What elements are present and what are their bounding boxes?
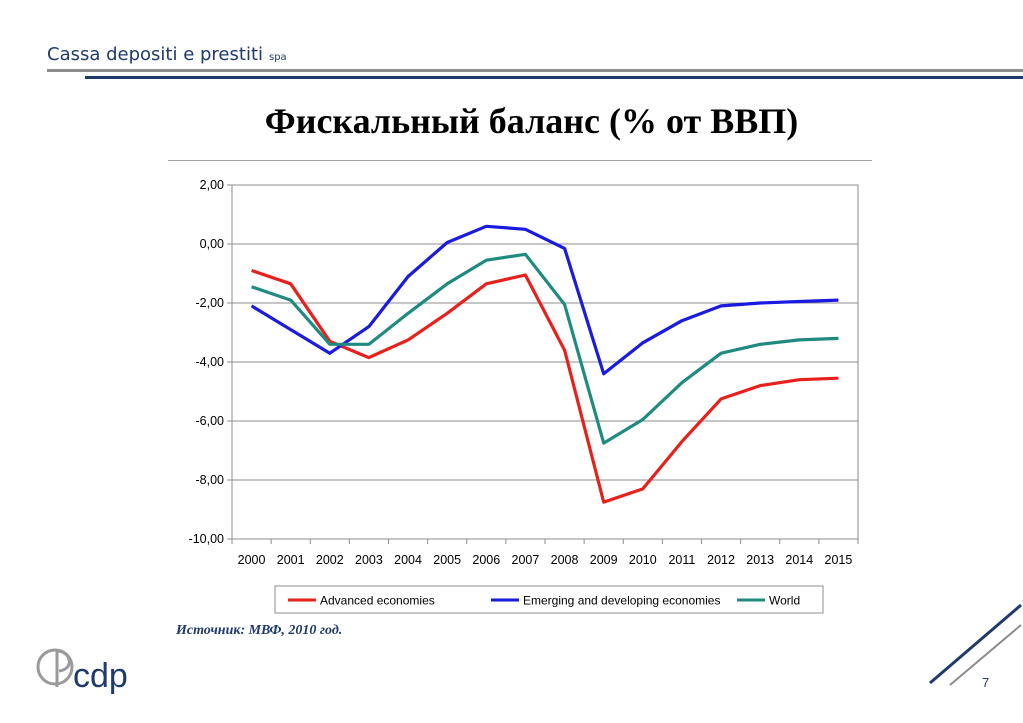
header-rule-navy bbox=[85, 76, 1023, 79]
x-tick-label: 2004 bbox=[394, 553, 422, 567]
cdp-logo: cdp bbox=[36, 648, 128, 695]
chart-gridlines bbox=[232, 243, 858, 481]
y-tick-label: -6,00 bbox=[196, 414, 225, 428]
y-tick-label: -2,00 bbox=[196, 296, 225, 310]
y-tick-label: -4,00 bbox=[196, 355, 225, 369]
series-line-advanced-economies bbox=[251, 268, 839, 504]
x-tick-label: 2011 bbox=[668, 553, 695, 567]
y-axis: 2,00 0,00 -2,00 -4,00 -6,00 -8,00 -10,00 bbox=[189, 178, 232, 546]
page-number: 7 bbox=[982, 675, 990, 690]
y-tick-label: 2,00 bbox=[200, 178, 224, 192]
corner-stripes bbox=[929, 603, 1022, 686]
header-rule-gray bbox=[47, 69, 1023, 72]
logo-text: cdp bbox=[73, 657, 128, 695]
x-tick-label: 2005 bbox=[433, 553, 461, 567]
series-line-world bbox=[251, 252, 839, 445]
legend-label-emerging-and-developing-economies: Emerging and developing economies bbox=[523, 594, 720, 608]
y-tick-label: -8,00 bbox=[196, 473, 225, 487]
y-tick-label: 0,00 bbox=[200, 237, 224, 251]
x-axis: 2000 2001 2002 2003 2004 2005 2006 2007 2008 2009… bbox=[231, 539, 859, 567]
x-tick-label: 2013 bbox=[746, 553, 774, 567]
cdp-monogram-icon bbox=[36, 648, 74, 687]
series-line-emerging-and-developing-economies bbox=[250, 224, 839, 376]
x-tick-label: 2009 bbox=[590, 553, 618, 567]
legend-label-world: World bbox=[769, 594, 800, 608]
x-tick-label: 2014 bbox=[785, 553, 813, 567]
x-tick-label: 2010 bbox=[629, 553, 657, 567]
chart-series bbox=[250, 224, 839, 504]
legend-label-advanced-economies: Advanced economies bbox=[320, 594, 435, 608]
x-tick-label: 2012 bbox=[707, 553, 735, 567]
x-tick-label: 2000 bbox=[238, 553, 266, 567]
x-tick-label: 2001 bbox=[277, 553, 305, 567]
slide-title: Фискальный баланс (% от ВВП) bbox=[264, 101, 799, 141]
brand-title: Cassa depositi e prestiti bbox=[47, 44, 263, 65]
fiscal-balance-chart: 2,000,00-2,00-4,00-6,00-8,00-10,00 2000 2… bbox=[168, 160, 872, 614]
source-note: Источник: МВФ, 2010 год. bbox=[176, 623, 343, 638]
legend-box bbox=[274, 585, 824, 614]
x-tick-label: 2002 bbox=[316, 553, 344, 567]
brand-name: Cassa depositi e prestiti spa bbox=[47, 44, 287, 65]
x-tick-label: 2003 bbox=[355, 553, 383, 567]
x-tick-label: 2007 bbox=[512, 553, 540, 567]
brand-suffix: spa bbox=[269, 52, 287, 63]
x-tick-label: 2015 bbox=[825, 553, 853, 567]
x-tick-label: 2008 bbox=[551, 553, 579, 567]
chart-legend: Advanced economies Emerging and developin… bbox=[288, 594, 800, 608]
y-tick-label: -10,00 bbox=[189, 532, 224, 546]
x-tick-label: 2006 bbox=[472, 553, 500, 567]
